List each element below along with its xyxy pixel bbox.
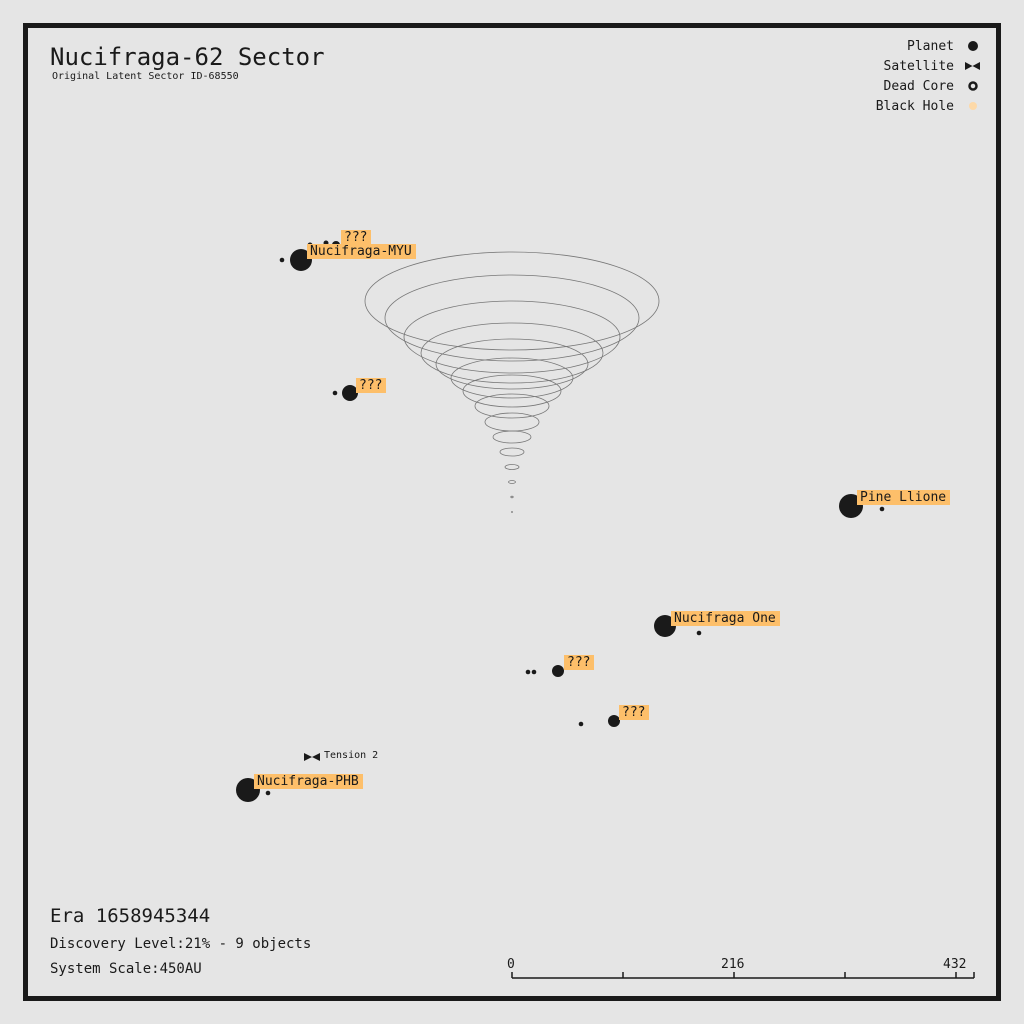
object-label: ??? <box>341 230 372 245</box>
legend-icons <box>965 41 980 110</box>
funnel-ring <box>364 251 660 351</box>
planet <box>654 615 676 637</box>
moon <box>279 257 285 263</box>
legend-label: Satellite <box>883 59 954 74</box>
funnel-ring <box>499 447 525 457</box>
planet <box>342 385 358 401</box>
discovery-level: Discovery Level:21% - 9 objects <box>50 936 312 952</box>
frame <box>23 23 1001 1001</box>
legend-label: Planet <box>907 39 954 54</box>
moon <box>265 790 271 796</box>
object-label: Nucifraga-PHB <box>254 774 363 789</box>
moon <box>696 630 702 636</box>
scale-bar <box>511 972 975 979</box>
funnel-ring <box>384 274 640 362</box>
object-label: Tension 2 <box>324 750 379 761</box>
planet <box>552 665 564 677</box>
scale-tick-label: 216 <box>721 957 745 972</box>
object-label: Nucifraga One <box>671 611 780 626</box>
scale-tick-label: 432 <box>943 957 967 972</box>
object-label: ??? <box>564 655 595 670</box>
legend-dead-core <box>968 81 978 91</box>
legend-label: Dead Core <box>883 79 954 94</box>
funnel-ring <box>450 357 574 399</box>
era: Era 1658945344 <box>50 905 211 927</box>
funnel-ring <box>492 430 532 444</box>
funnel-ring <box>462 374 562 408</box>
moon <box>879 506 885 512</box>
funnel-ring <box>435 338 589 390</box>
scale-tick-label: 0 <box>507 957 515 972</box>
legend-planet <box>968 41 978 51</box>
funnel-ring <box>510 511 513 513</box>
system-scale: System Scale:450AU <box>50 961 202 977</box>
funnel-ring <box>508 480 516 484</box>
moon <box>531 669 537 675</box>
legend-satellite <box>965 62 980 70</box>
moon <box>332 390 338 396</box>
moon <box>578 721 584 727</box>
satellite <box>304 753 320 761</box>
legend-label: Black Hole <box>875 99 954 114</box>
funnel-ring <box>504 464 520 470</box>
funnel-ring <box>403 300 621 374</box>
planet <box>290 249 312 271</box>
bodies <box>236 240 885 802</box>
object-label: ??? <box>619 705 650 720</box>
object-label: ??? <box>356 378 387 393</box>
black-hole <box>364 251 660 513</box>
funnel-ring <box>510 495 514 499</box>
title: Nucifraga-62 Sector <box>50 43 325 71</box>
legend-black-hole <box>969 102 977 110</box>
object-label: Pine Llione <box>857 490 951 505</box>
subtitle: Original Latent Sector ID-68550 <box>52 71 239 82</box>
funnel-ring <box>474 393 550 419</box>
planet <box>608 715 620 727</box>
object-label: Nucifraga-MYU <box>307 244 416 259</box>
moon <box>525 669 531 675</box>
funnel-ring <box>420 322 604 384</box>
funnel-ring <box>484 412 540 432</box>
